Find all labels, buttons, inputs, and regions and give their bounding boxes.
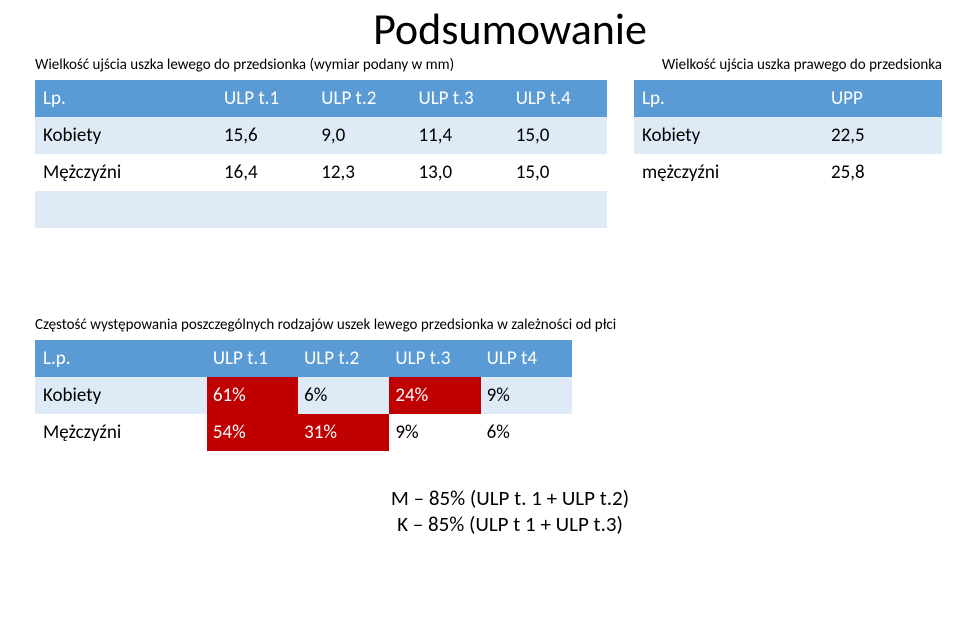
empty-cell [315,191,412,228]
table-row: Kobiety 22,5 [634,117,942,154]
col-header: ULP t.3 [389,340,480,377]
top-tables-row: Wielkość ujścia uszka lewego do przedsio… [0,56,960,228]
col-header: ULP t.3 [413,80,510,117]
cell: 12,3 [315,154,412,191]
caption-right: Wielkość ujścia uszka prawego do przedsi… [634,56,942,74]
cell: 61% [207,377,298,414]
caption-left: Wielkość ujścia uszka lewego do przedsio… [35,56,607,74]
cell: 11,4 [413,117,510,154]
col-header: ULP t4 [481,340,572,377]
cell: 24% [389,377,480,414]
cell: 31% [298,414,389,451]
footer-summary: M – 85% (ULP t. 1 + ULP t.2) K – 85% (UL… [0,485,960,538]
col-header: ULP t.4 [510,80,607,117]
col-header: ULP t.2 [298,340,389,377]
table-row [35,191,607,228]
cell: 6% [481,414,572,451]
row-label: mężczyźni [634,154,825,191]
table-row: L.p. ULP t.1 ULP t.2 ULP t.3 ULP t4 [35,340,572,377]
cell: 16,4 [218,154,315,191]
cell: 9% [481,377,572,414]
left-table-block: Wielkość ujścia uszka lewego do przedsio… [35,56,607,228]
bottom-table-block: L.p. ULP t.1 ULP t.2 ULP t.3 ULP t4 Kobi… [0,340,572,451]
table-row: Mężczyźni 54% 31% 9% 6% [35,414,572,451]
col-header: Lp. [634,80,825,117]
empty-cell [510,191,607,228]
col-header: ULP t.2 [315,80,412,117]
table-row: Kobiety 61% 6% 24% 9% [35,377,572,414]
cell: 9,0 [315,117,412,154]
cell: 13,0 [413,154,510,191]
table-bottom: L.p. ULP t.1 ULP t.2 ULP t.3 ULP t4 Kobi… [35,340,572,451]
row-label: Mężczyźni [35,154,218,191]
table-left: Lp. ULP t.1 ULP t.2 ULP t.3 ULP t.4 Kobi… [35,80,607,228]
table-row: Lp. UPP [634,80,942,117]
row-label: Kobiety [35,117,218,154]
col-header: UPP [825,80,942,117]
right-table-block: Wielkość ujścia uszka prawego do przedsi… [634,56,942,191]
table-right: Lp. UPP Kobiety 22,5 mężczyźni 25,8 [634,80,942,191]
table-row: Mężczyźni 16,4 12,3 13,0 15,0 [35,154,607,191]
caption-bottom: Częstość występowania poszczególnych rod… [35,316,960,334]
empty-cell [218,191,315,228]
cell: 15,0 [510,117,607,154]
empty-cell [35,191,218,228]
empty-cell [413,191,510,228]
cell: 9% [389,414,480,451]
row-label: Kobiety [35,377,207,414]
col-header: Lp. [35,80,218,117]
page-title: Podsumowanie [0,2,960,56]
cell: 15,0 [510,154,607,191]
cell: 22,5 [825,117,942,154]
table-row: Kobiety 15,6 9,0 11,4 15,0 [35,117,607,154]
table-row: mężczyźni 25,8 [634,154,942,191]
cell: 54% [207,414,298,451]
col-header: ULP t.1 [218,80,315,117]
footer-line-k: K – 85% (ULP t 1 + ULP t.3) [60,511,960,537]
cell: 25,8 [825,154,942,191]
footer-line-m: M – 85% (ULP t. 1 + ULP t.2) [60,485,960,511]
cell: 6% [298,377,389,414]
row-label: Kobiety [634,117,825,154]
table-row: Lp. ULP t.1 ULP t.2 ULP t.3 ULP t.4 [35,80,607,117]
col-header: L.p. [35,340,207,377]
cell: 15,6 [218,117,315,154]
row-label: Mężczyźni [35,414,207,451]
col-header: ULP t.1 [207,340,298,377]
